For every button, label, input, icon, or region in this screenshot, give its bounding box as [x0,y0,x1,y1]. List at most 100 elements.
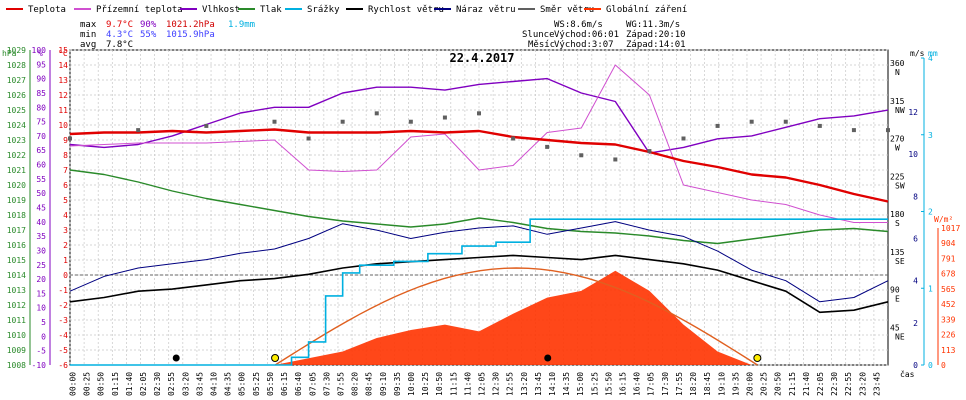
axis-degc-tick: -5 [58,346,68,355]
dir-tick-label: NW [895,106,905,115]
chart-title: 22.4.2017 [449,51,514,65]
x-tick: 10:50 [435,372,444,396]
axis-pct-tick: 35 [36,232,46,241]
axis-hpa-tick: 1014 [7,271,26,280]
x-tick: 07:55 [336,372,345,396]
x-tick: 17:30 [661,372,670,396]
sun-marker-0 [271,354,280,362]
axis-degc-tick: 1 [63,256,68,265]
x-tick: 01:15 [111,372,120,396]
axis-pct-tick: 30 [36,246,46,255]
wm2-tick: 565 [941,285,956,294]
axis-degc-tick: 9 [63,136,68,145]
x-tick: 14:35 [562,372,571,396]
axis-hpa: 1008 1009 1010 1011 1012 1013 1014 1015 1016 1017… [7,46,26,370]
stat-max-temp: 9.7°C [106,20,133,30]
wm2-tick: 678 [941,270,956,279]
unit-ms: m/s [910,49,925,58]
axis-wm2: 0 113 226 339 452 565 678 791 904 1017 [941,224,960,370]
x-tick: 14:10 [548,372,557,396]
x-tick: 20:50 [774,372,783,396]
axis-pct-tick: 15 [36,289,46,298]
axis-pct-tick: -10 [32,361,47,370]
axis-degc-tick: 8 [63,151,68,160]
unit-degc: °C [58,49,68,58]
moon-rise: Východ:3:07 [554,40,614,50]
series-wind-gust [69,221,889,303]
axis-pct-tick: 75 [36,118,46,127]
wind-direction-point [579,153,584,158]
x-tick: 16:15 [619,372,628,396]
axis-degc-tick: 15 [58,46,68,55]
axis-pct-tick: 40 [36,218,46,227]
wm2-tick: 113 [941,346,956,355]
x-tick: 10:00 [407,372,416,396]
x-tick: 20:00 [745,372,754,396]
legend-label-1: Přízemní teplota [96,5,183,15]
axis-pct-tick: 55 [36,175,46,184]
x-tick: 10:25 [421,372,430,396]
wm2-tick: 0 [941,361,946,370]
legend-label-6: Náraz větru [456,5,516,15]
dir-tick-value: 90 [890,286,900,295]
moon-set: Západ:14:01 [626,40,686,50]
x-tick: 12:55 [506,372,515,396]
dir-tick-value: 45 [890,323,900,332]
mm-tick: 0 [928,361,933,370]
legend-label-0: Teplota [28,5,66,15]
wind-direction-point [272,119,277,124]
wind-direction-point [886,128,890,133]
x-tick: 16:40 [633,372,642,396]
x-tick: 22:55 [844,372,853,396]
dir-tick-value: 360 [890,59,905,68]
wind-direction-point [306,136,311,141]
wind-direction-point [545,144,550,149]
axis-degc-tick: 13 [58,76,68,85]
axis-hpa-tick: 1026 [7,91,26,100]
wind-direction-point [783,119,788,124]
unit-mm: mm [928,49,938,58]
x-tick: 09:10 [379,372,388,396]
ms-tick: 12 [908,108,918,117]
axis-hpa-tick: 1027 [7,76,26,85]
axis-pct-tick: 45 [36,204,46,213]
x-tick: 20:25 [760,372,769,396]
axis-hpa-tick: 1008 [7,361,26,370]
x-tick: 09:35 [393,372,402,396]
wm2-tick: 339 [941,315,956,324]
wm2-tick: 226 [941,331,956,340]
series-ground-temp [69,64,888,223]
wind-direction-point [851,128,856,133]
wind-direction-point [715,123,720,128]
dir-tick-label: NE [895,332,905,341]
dir-tick-value: 180 [890,210,905,219]
legend-label-3: Tlak [260,5,282,15]
axis-pct-tick: 65 [36,146,46,155]
axis-hpa-tick: 1025 [7,106,26,115]
axis-degc-tick: -2 [58,301,68,310]
moon-marker-1 [544,354,552,362]
wm2-tick: 1017 [941,224,960,233]
series-temperature [69,128,889,203]
stat-avg-temp: 7.8°C [106,40,133,50]
wind-direction-point [340,119,345,124]
x-tick: 15:50 [604,372,613,396]
dir-tick-label: E [895,295,900,304]
mm-tick: 4 [928,54,933,63]
axis-pct-tick: 80 [36,103,46,112]
axis-hpa-tick: 1010 [7,331,26,340]
ms-tick: 10 [908,150,918,159]
dir-tick-label: S [895,219,900,228]
x-tick: 02:05 [139,372,148,396]
x-tick: 12:30 [492,372,501,396]
axis-hpa-tick: 1029 [7,46,26,55]
x-tick: 19:35 [731,372,740,396]
moon-label: Měsíc [528,40,555,50]
wind-direction-point [374,111,379,116]
dir-tick-label: N [895,68,900,77]
wind-direction-point [511,136,516,141]
wind-wg: WG:11.3m/s [626,20,680,30]
wm2-tick: 791 [941,254,956,263]
axis-degc-tick: -3 [58,316,68,325]
axis-ms: 0 2 4 6 8 10 12 [908,108,918,370]
